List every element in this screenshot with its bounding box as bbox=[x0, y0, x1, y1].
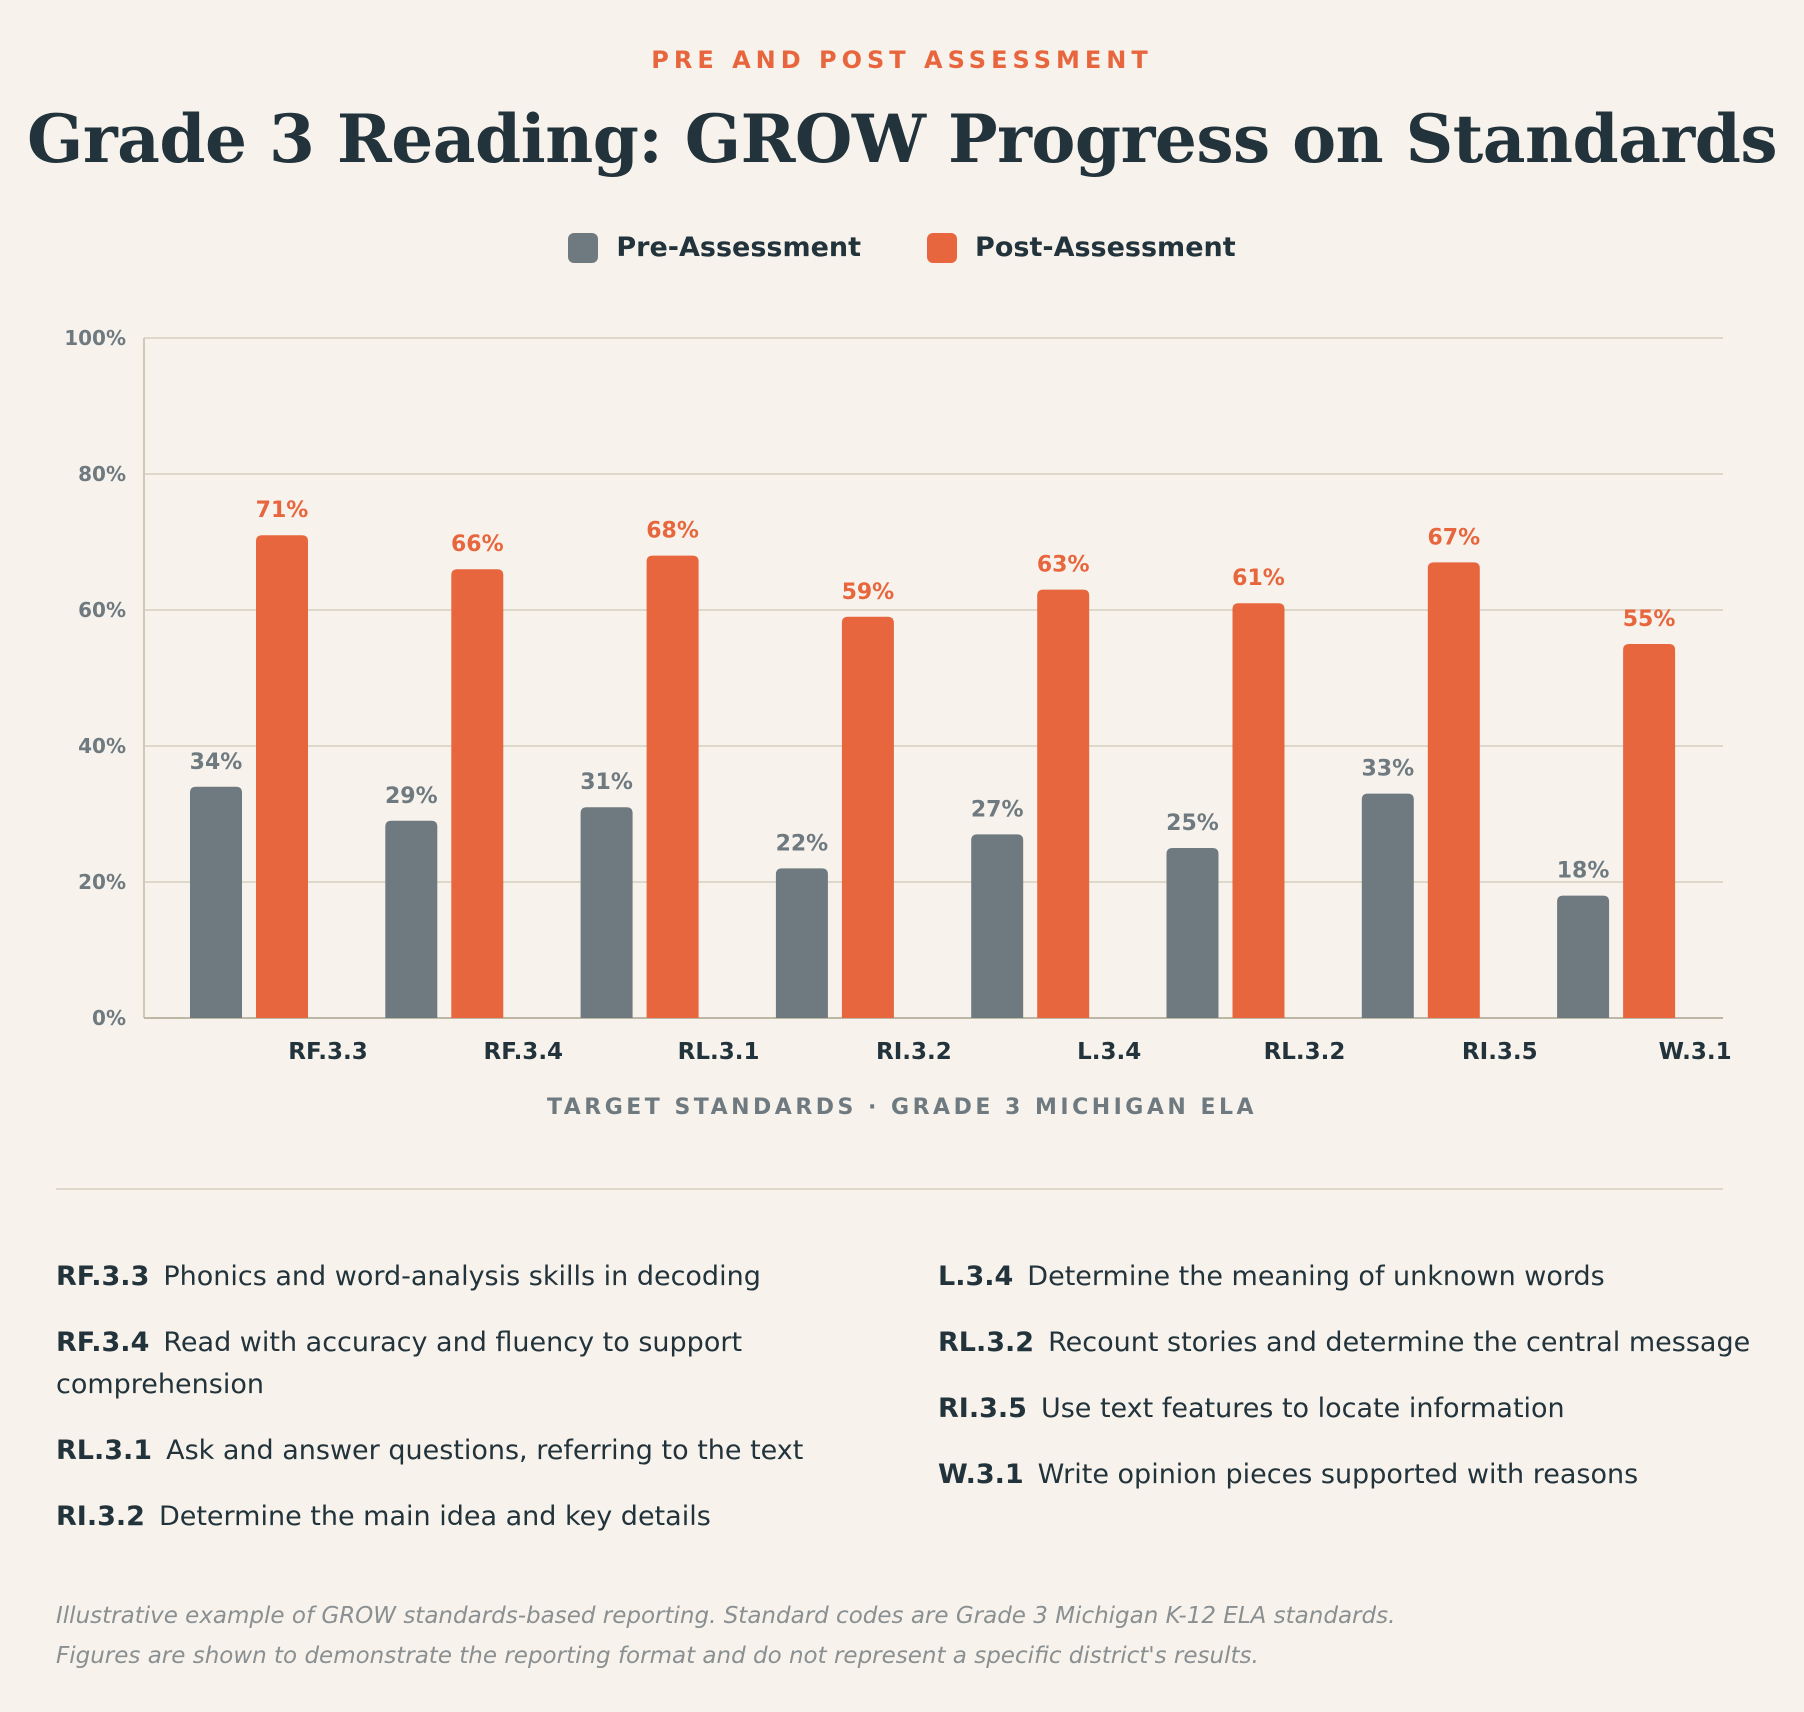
bar-post bbox=[841, 616, 894, 1018]
standard-item: RF.3.3 Phonics and word-analysis skills i… bbox=[56, 1256, 906, 1298]
bar-post bbox=[1623, 644, 1676, 1018]
standard-description: Use text features to locate information bbox=[1040, 1393, 1565, 1424]
footnote-line: Illustrative example of GROW standards-b… bbox=[56, 1603, 1396, 1629]
x-tick-label: RL.3.2 bbox=[1264, 1039, 1346, 1065]
y-tick-label: 100% bbox=[64, 326, 126, 350]
data-label-pre: 29% bbox=[385, 784, 438, 809]
bar-pre bbox=[385, 820, 438, 1018]
bar-post bbox=[256, 535, 308, 1018]
x-tick-label: RI.3.2 bbox=[876, 1039, 952, 1065]
standard-code: RL.3.2 bbox=[938, 1327, 1035, 1358]
data-label-pre: 25% bbox=[1166, 811, 1219, 836]
x-tick-label: L.3.4 bbox=[1077, 1039, 1141, 1065]
bar-pre bbox=[971, 834, 1024, 1018]
standard-code: RI.3.2 bbox=[56, 1501, 145, 1532]
y-tick-label: 60% bbox=[78, 598, 126, 622]
y-tick-label: 40% bbox=[78, 734, 126, 758]
bar-post bbox=[1037, 589, 1090, 1018]
bar-post bbox=[451, 569, 504, 1018]
data-label-pre: 31% bbox=[580, 770, 633, 795]
x-tick-label: RL.3.1 bbox=[678, 1039, 760, 1065]
data-label-post: 61% bbox=[1232, 566, 1285, 591]
bar-pre bbox=[1557, 895, 1610, 1018]
data-label-post: 66% bbox=[451, 532, 504, 557]
x-tick-label: RF.3.3 bbox=[288, 1039, 368, 1065]
standard-item: L.3.4 Determine the meaning of unknown wo… bbox=[938, 1256, 1788, 1298]
standard-code: W.3.1 bbox=[938, 1459, 1024, 1490]
legend-swatch-pre bbox=[568, 232, 599, 263]
standard-description: Determine the main idea and key details bbox=[158, 1501, 711, 1532]
data-label-pre: 22% bbox=[776, 831, 829, 856]
bar-pre bbox=[580, 807, 633, 1018]
x-axis-title: TARGET STANDARDS · GRADE 3 MICHIGAN ELA bbox=[546, 1095, 1258, 1120]
data-label-pre: 34% bbox=[190, 750, 243, 775]
section-divider bbox=[56, 1188, 1723, 1190]
standard-item: RI.3.2 Determine the main idea and key de… bbox=[56, 1496, 906, 1538]
data-label-pre: 27% bbox=[971, 797, 1024, 822]
standard-code: RF.3.3 bbox=[56, 1261, 150, 1292]
chart-legend: Pre-Assessment Post-Assessment bbox=[0, 232, 1804, 263]
data-label-post: 59% bbox=[842, 580, 895, 605]
standards-list-left: RF.3.3 Phonics and word-analysis skills i… bbox=[56, 1256, 906, 1562]
standard-item: W.3.1 Write opinion pieces supported with… bbox=[938, 1454, 1788, 1496]
bar-pre bbox=[1361, 793, 1414, 1018]
standard-description: Read with accuracy and fluency to suppor… bbox=[56, 1327, 743, 1400]
legend-item-pre: Pre-Assessment bbox=[568, 232, 861, 263]
x-tick-label: RI.3.5 bbox=[1462, 1039, 1538, 1065]
legend-label-pre: Pre-Assessment bbox=[616, 232, 862, 263]
bar-post bbox=[646, 555, 699, 1018]
x-tick-label: RF.3.4 bbox=[484, 1039, 564, 1065]
standard-code: RI.3.5 bbox=[938, 1393, 1027, 1424]
standard-code: L.3.4 bbox=[938, 1261, 1014, 1292]
legend-swatch-post bbox=[927, 232, 958, 263]
bar-post bbox=[1232, 603, 1285, 1018]
data-label-post: 68% bbox=[646, 519, 699, 544]
data-label-post: 67% bbox=[1427, 525, 1480, 550]
standard-description: Write opinion pieces supported with reas… bbox=[1037, 1459, 1639, 1490]
standard-description: Phonics and word-analysis skills in deco… bbox=[163, 1261, 761, 1292]
legend-label-post: Post-Assessment bbox=[975, 232, 1236, 263]
standard-item: RL.3.1 Ask and answer questions, referrin… bbox=[56, 1430, 906, 1472]
standard-item: RF.3.4 Read with accuracy and fluency to … bbox=[56, 1322, 906, 1406]
bar-chart: 0% 20% 40% 60% 80% 100% 34% 71% RF.3.3 29% 66% RF.3… bbox=[64, 326, 1732, 1065]
bar-pre bbox=[190, 786, 242, 1018]
data-label-post: 71% bbox=[256, 498, 309, 523]
standard-code: RL.3.1 bbox=[56, 1435, 153, 1466]
footnote: Illustrative example of GROW standards-b… bbox=[56, 1596, 1756, 1676]
data-label-pre: 33% bbox=[1361, 757, 1414, 782]
standard-item: RL.3.2 Recount stories and determine the … bbox=[938, 1322, 1788, 1364]
bar-pre bbox=[775, 868, 828, 1018]
y-tick-label: 20% bbox=[78, 870, 126, 894]
standard-description: Recount stories and determine the centra… bbox=[1048, 1327, 1751, 1358]
y-tick-label: 0% bbox=[92, 1006, 126, 1030]
bar-pre bbox=[1166, 848, 1219, 1018]
standard-description: Determine the meaning of unknown words bbox=[1027, 1261, 1605, 1292]
standard-item: RI.3.5 Use text features to locate inform… bbox=[938, 1388, 1788, 1430]
standard-code: RF.3.4 bbox=[56, 1327, 150, 1358]
x-tick-label: W.3.1 bbox=[1659, 1039, 1732, 1065]
y-tick-label: 80% bbox=[78, 462, 126, 486]
data-label-pre: 18% bbox=[1557, 859, 1610, 884]
page-title: Grade 3 Reading: GROW Progress on Standa… bbox=[26, 100, 1778, 178]
standards-list-right: L.3.4 Determine the meaning of unknown wo… bbox=[938, 1256, 1788, 1520]
data-label-post: 63% bbox=[1037, 553, 1090, 578]
footnote-line: Figures are shown to demonstrate the rep… bbox=[56, 1643, 1259, 1669]
data-label-post: 55% bbox=[1623, 607, 1676, 632]
eyebrow-label: PRE AND POST ASSESSMENT bbox=[651, 46, 1153, 74]
standard-description: Ask and answer questions, referring to t… bbox=[166, 1435, 804, 1466]
legend-item-post: Post-Assessment bbox=[927, 232, 1236, 263]
bar-post bbox=[1427, 562, 1480, 1018]
